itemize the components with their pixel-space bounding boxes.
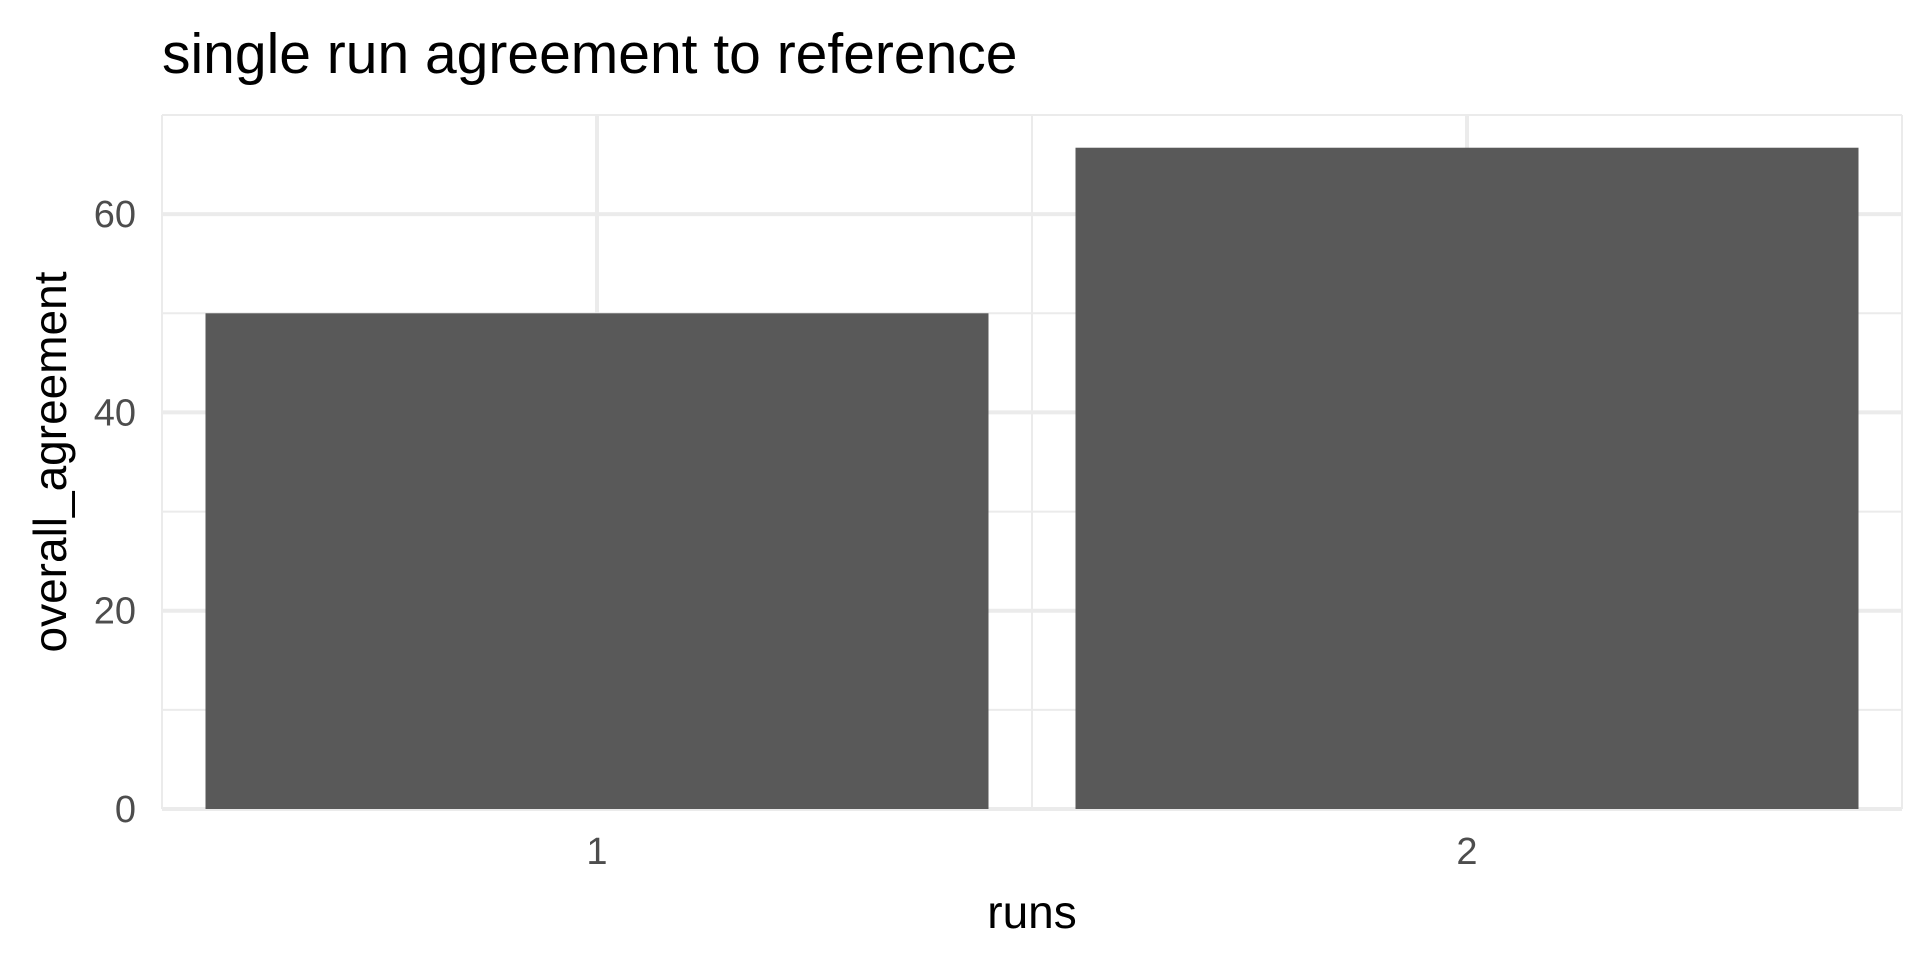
y-tick-label: 0 <box>115 789 136 831</box>
y-axis-title: overall_agreement <box>24 271 76 652</box>
bar-run-1 <box>205 313 989 809</box>
chart-title: single run agreement to reference <box>162 22 1018 86</box>
x-tick-label: 2 <box>1456 831 1477 873</box>
y-tick-labels: 0 20 40 60 <box>94 194 136 831</box>
bars <box>205 147 1859 809</box>
x-tick-label: 1 <box>586 831 607 873</box>
bar-run-2 <box>1075 147 1859 809</box>
y-tick-label: 40 <box>94 392 136 434</box>
y-tick-label: 60 <box>94 194 136 236</box>
x-axis-title: runs <box>987 886 1076 938</box>
y-tick-label: 20 <box>94 591 136 633</box>
